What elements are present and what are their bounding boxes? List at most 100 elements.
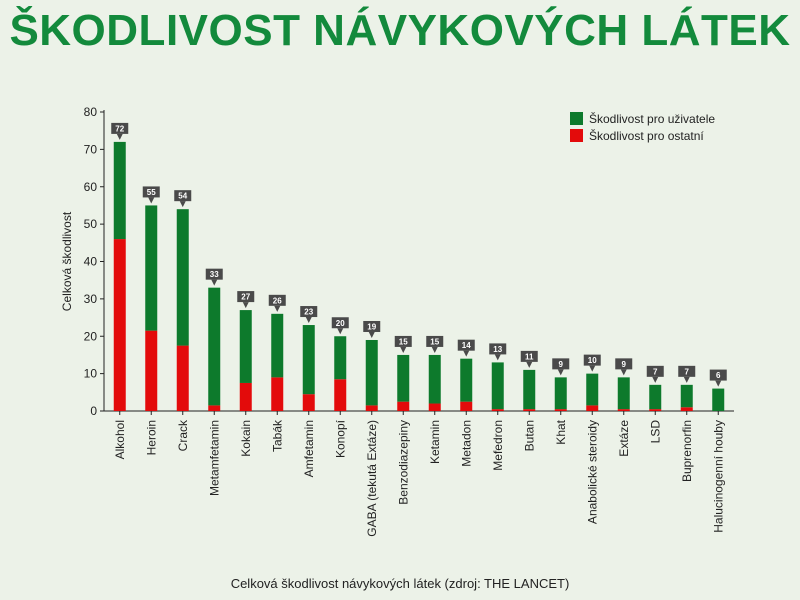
bar-users <box>460 358 473 402</box>
x-tick-label: Benzodiazepiny <box>396 420 410 505</box>
value-callout <box>174 190 192 202</box>
data-label: 33 <box>210 270 219 279</box>
bar-users <box>176 209 189 346</box>
x-tick-label: Extáze <box>617 420 631 457</box>
bar-users <box>365 339 378 406</box>
x-tick-label: Amfetamin <box>302 420 316 477</box>
bar-users <box>428 354 441 404</box>
value-callout-pointer <box>652 376 659 383</box>
data-label: 14 <box>462 341 471 350</box>
value-callout <box>489 343 507 355</box>
value-callout-pointer <box>337 328 344 335</box>
x-tick-label: Metamfetamin <box>207 420 221 496</box>
value-callout-pointer <box>494 354 501 361</box>
bar-others <box>617 409 630 411</box>
bar-users <box>523 369 536 410</box>
y-tick-label: 0 <box>90 404 97 418</box>
value-callout-pointer <box>242 302 249 309</box>
data-label: 27 <box>241 293 250 302</box>
x-tick-label: Ketamin <box>428 420 442 464</box>
data-label: 72 <box>115 124 124 133</box>
value-callout-pointer <box>715 380 722 387</box>
bar-users <box>680 384 693 408</box>
bar-others <box>428 403 441 411</box>
value-callout-pointer <box>431 346 438 353</box>
value-callout <box>142 186 160 198</box>
legend-swatch-others <box>570 129 583 142</box>
bar-others <box>145 330 158 411</box>
y-tick-label: 70 <box>84 142 98 156</box>
bar-users <box>491 362 504 410</box>
value-callout <box>300 306 318 318</box>
x-tick-label: LSD <box>648 420 662 444</box>
bar-users <box>586 373 599 406</box>
value-callout-pointer <box>179 201 186 208</box>
bar-others <box>397 401 410 411</box>
bar-users <box>334 336 347 380</box>
value-callout-pointer <box>683 376 690 383</box>
value-callout <box>331 317 349 329</box>
data-label: 23 <box>304 308 313 317</box>
y-tick-label: 50 <box>84 217 98 231</box>
data-label: 10 <box>588 356 597 365</box>
data-label: 55 <box>147 188 156 197</box>
bar-users <box>554 377 567 410</box>
value-callout-pointer <box>211 279 218 286</box>
x-tick-label: Metadon <box>459 420 473 467</box>
y-tick-label: 40 <box>84 255 98 269</box>
value-callout <box>520 350 538 362</box>
x-tick-label: Khat <box>554 419 568 444</box>
data-label: 7 <box>685 367 690 376</box>
x-tick-label: Butan <box>522 420 536 451</box>
chart-caption: Celková škodlivost návykových látek (zdr… <box>230 576 570 591</box>
bar-users <box>397 354 410 402</box>
data-label: 54 <box>178 192 187 201</box>
chart-legend: Škodlivost pro uživatele Škodlivost pro … <box>570 110 715 144</box>
bar-others <box>239 382 252 411</box>
bar-others <box>271 377 284 411</box>
x-tick-label: Halucinogenní houby <box>711 420 725 533</box>
y-tick-label: 10 <box>84 367 98 381</box>
y-tick-label: 30 <box>84 292 98 306</box>
bar-users <box>649 384 662 410</box>
y-tick-label: 60 <box>84 180 98 194</box>
bar-users <box>208 287 221 406</box>
data-label: 15 <box>430 337 439 346</box>
value-callout <box>646 365 664 377</box>
x-tick-label: Heroin <box>144 420 158 455</box>
bar-users <box>113 141 126 240</box>
bar-others <box>586 405 599 411</box>
bar-others <box>554 409 567 411</box>
data-label: 6 <box>716 371 721 380</box>
value-callout <box>111 122 129 134</box>
y-axis-label: Celková škodlivost <box>60 211 74 311</box>
data-label: 13 <box>493 345 502 354</box>
legend-item-users: Škodlivost pro uživatele <box>570 110 715 127</box>
bar-users <box>239 310 252 383</box>
value-callout-pointer <box>368 331 375 338</box>
x-tick-label: Anabolické steroidy <box>585 420 599 524</box>
y-tick-label: 20 <box>84 329 98 343</box>
page-title: ŠKODLIVOST NÁVYKOVÝCH LÁTEK <box>9 6 791 55</box>
value-callout-pointer <box>557 369 564 376</box>
bar-others <box>680 407 693 411</box>
bar-others <box>523 409 536 411</box>
bar-others <box>302 394 315 411</box>
value-callout-pointer <box>116 133 123 140</box>
bar-users <box>712 388 725 411</box>
data-label: 7 <box>653 367 658 376</box>
value-callout-pointer <box>463 350 470 357</box>
value-callout <box>268 294 286 306</box>
data-label: 19 <box>367 322 376 331</box>
value-callout <box>678 365 696 377</box>
value-callout-pointer <box>620 369 627 376</box>
bar-others <box>649 409 662 411</box>
value-callout <box>237 291 255 303</box>
value-callout-pointer <box>274 305 281 312</box>
x-tick-label: Konopí <box>333 419 347 458</box>
bar-others <box>460 401 473 411</box>
x-tick-label: Buprenorfin <box>680 420 694 482</box>
x-tick-label: Alkohol <box>113 420 127 459</box>
value-callout-pointer <box>526 361 533 368</box>
